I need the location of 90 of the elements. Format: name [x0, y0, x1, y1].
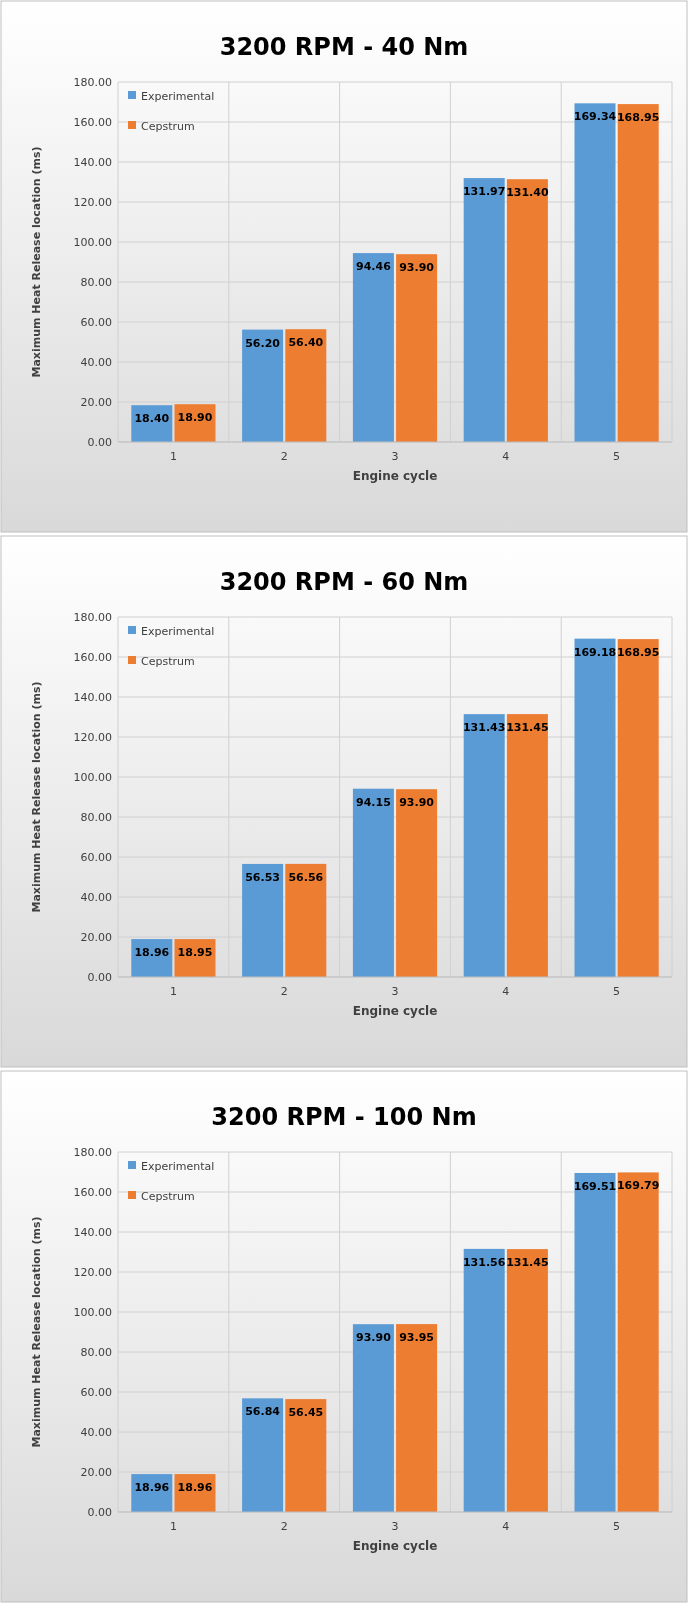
data-label: 56.56	[288, 870, 324, 884]
x-tick-label: 2	[280, 450, 288, 463]
y-tick-label: 120.00	[73, 195, 112, 209]
chart-title: 3200 RPM - 40 Nm	[219, 33, 469, 61]
y-tick-label: 120.00	[73, 730, 112, 744]
y-axis-title: Maximum Heat Release location (ms)	[30, 1216, 43, 1448]
y-tick-label: 180.00	[73, 610, 112, 624]
x-tick-label: 5	[613, 985, 621, 998]
data-label: 131.45	[506, 1256, 549, 1270]
data-label: 131.45	[506, 721, 549, 735]
y-tick-label: 100.00	[73, 770, 112, 784]
y-tick-label: 100.00	[73, 235, 112, 249]
legend-label: Cepstrum	[141, 654, 195, 668]
data-label: 93.95	[399, 1331, 434, 1345]
x-tick-label: 5	[613, 450, 621, 463]
y-tick-label: 120.00	[73, 1265, 112, 1279]
data-label: 93.90	[399, 796, 435, 810]
legend-label: Experimental	[141, 89, 215, 103]
x-tick-label: 2	[280, 985, 288, 998]
data-label: 56.45	[288, 1406, 324, 1420]
y-tick-label: 40.00	[80, 1425, 112, 1439]
y-tick-label: 140.00	[73, 155, 112, 169]
y-tick-label: 80.00	[80, 810, 112, 824]
y-tick-label: 100.00	[73, 1305, 112, 1319]
y-tick-label: 0.00	[87, 435, 112, 449]
data-label: 56.40	[288, 336, 324, 350]
data-label: 56.20	[245, 336, 281, 350]
data-label: 94.15	[356, 795, 391, 809]
data-label: 93.90	[356, 1331, 392, 1345]
y-tick-label: 160.00	[73, 1185, 112, 1199]
data-label: 131.97	[462, 185, 506, 199]
chart-title: 3200 RPM - 60 Nm	[219, 568, 469, 596]
x-axis-title: Engine cycle	[352, 469, 438, 483]
y-tick-label: 20.00	[80, 395, 112, 409]
y-tick-label: 60.00	[80, 315, 112, 329]
data-label: 18.40	[134, 412, 170, 426]
data-label: 168.95	[616, 111, 660, 125]
data-label: 18.95	[177, 946, 213, 960]
y-tick-label: 60.00	[80, 1385, 112, 1399]
data-label: 18.90	[177, 411, 213, 425]
y-tick-label: 160.00	[73, 650, 112, 664]
y-tick-label: 0.00	[87, 970, 112, 984]
data-label: 169.18	[573, 645, 617, 659]
data-label: 18.96	[134, 946, 170, 960]
data-label: 18.96	[177, 1481, 213, 1495]
x-axis-title: Engine cycle	[352, 1004, 438, 1018]
x-tick-label: 3	[391, 450, 399, 463]
y-tick-label: 140.00	[73, 690, 112, 704]
data-label: 131.56	[462, 1255, 506, 1269]
data-label: 169.34	[573, 110, 617, 124]
legend-label: Experimental	[141, 624, 215, 638]
y-tick-label: 180.00	[73, 1145, 112, 1159]
y-tick-label: 80.00	[80, 275, 112, 289]
data-label: 168.95	[616, 646, 660, 660]
y-tick-label: 60.00	[80, 850, 112, 864]
x-tick-label: 1	[169, 1520, 177, 1533]
y-tick-label: 180.00	[73, 75, 112, 89]
x-tick-label: 3	[391, 1520, 399, 1533]
data-label: 169.51	[573, 1179, 617, 1193]
x-tick-label: 1	[169, 985, 177, 998]
data-label: 94.46	[356, 260, 392, 274]
legend-label: Experimental	[141, 1159, 215, 1173]
y-tick-label: 160.00	[73, 115, 112, 129]
x-axis-title: Engine cycle	[352, 1539, 438, 1553]
y-tick-label: 40.00	[80, 355, 112, 369]
y-tick-label: 20.00	[80, 1465, 112, 1479]
y-tick-label: 0.00	[87, 1505, 112, 1519]
data-label: 93.90	[399, 261, 435, 275]
y-tick-label: 20.00	[80, 930, 112, 944]
y-tick-label: 80.00	[80, 1345, 112, 1359]
x-tick-label: 4	[502, 1520, 510, 1533]
chart-title: 3200 RPM - 100 Nm	[211, 1103, 477, 1131]
x-tick-label: 2	[280, 1520, 288, 1533]
y-tick-label: 140.00	[73, 1225, 112, 1239]
legend-label: Cepstrum	[141, 1189, 195, 1203]
y-tick-label: 40.00	[80, 890, 112, 904]
legend-label: Cepstrum	[141, 119, 195, 133]
data-label: 169.79	[616, 1179, 660, 1193]
x-tick-label: 4	[502, 985, 510, 998]
y-axis-title: Maximum Heat Release location (ms)	[30, 681, 43, 913]
x-tick-label: 3	[391, 985, 399, 998]
data-label: 131.40	[506, 186, 549, 200]
y-axis-title: Maximum Heat Release location (ms)	[30, 146, 43, 378]
x-tick-label: 4	[502, 450, 510, 463]
x-tick-label: 1	[169, 450, 177, 463]
data-label: 56.84	[245, 1405, 281, 1419]
x-tick-label: 5	[613, 1520, 621, 1533]
data-label: 131.43	[462, 721, 506, 735]
data-label: 56.53	[245, 870, 281, 884]
data-label: 18.96	[134, 1481, 170, 1495]
